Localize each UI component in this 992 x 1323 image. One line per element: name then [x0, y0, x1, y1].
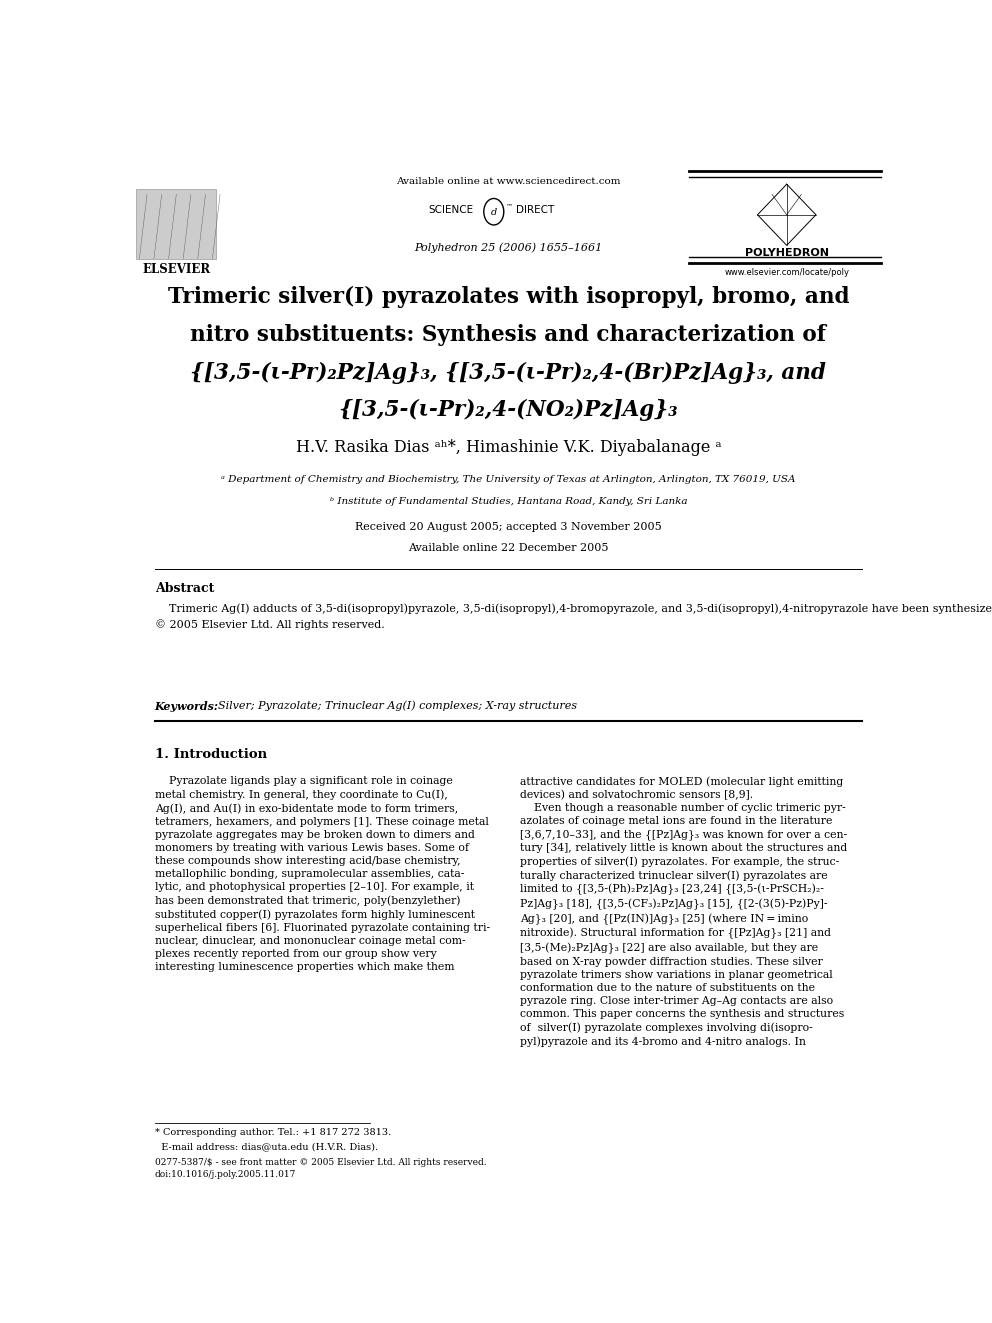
Text: {[3,5-(ι-Pr)₂Pz]Ag}₃, {[3,5-(ι-Pr)₂,4-(Br)Pz]Ag}₃, and: {[3,5-(ι-Pr)₂Pz]Ag}₃, {[3,5-(ι-Pr)₂,4-(B…: [190, 361, 826, 384]
Text: Available online 22 December 2005: Available online 22 December 2005: [408, 542, 609, 553]
Text: E-mail address: dias@uta.edu (H.V.R. Dias).: E-mail address: dias@uta.edu (H.V.R. Dia…: [155, 1142, 378, 1151]
Text: SCIENCE: SCIENCE: [429, 205, 474, 214]
Text: {[3,5-(ι-Pr)₂,4-(NO₂)Pz]Ag}₃: {[3,5-(ι-Pr)₂,4-(NO₂)Pz]Ag}₃: [338, 400, 679, 421]
Text: ™: ™: [506, 202, 513, 209]
Text: Available online at www.sciencedirect.com: Available online at www.sciencedirect.co…: [396, 177, 621, 187]
Bar: [136, 189, 216, 258]
Text: H.V. Rasika Dias ᵃʰ*, Himashinie V.K. Diyabalanage ᵃ: H.V. Rasika Dias ᵃʰ*, Himashinie V.K. Di…: [296, 439, 721, 456]
Text: * Corresponding author. Tel.: +1 817 272 3813.: * Corresponding author. Tel.: +1 817 272…: [155, 1127, 391, 1136]
Text: POLYHEDRON: POLYHEDRON: [745, 249, 828, 258]
Text: Silver; Pyrazolate; Trinuclear Ag(I) complexes; X-ray structures: Silver; Pyrazolate; Trinuclear Ag(I) com…: [211, 701, 577, 712]
Text: www.elsevier.com/locate/poly: www.elsevier.com/locate/poly: [724, 267, 849, 277]
Text: ELSEVIER: ELSEVIER: [142, 263, 210, 275]
Text: ᵃ Department of Chemistry and Biochemistry, The University of Texas at Arlington: ᵃ Department of Chemistry and Biochemist…: [221, 475, 796, 484]
Text: DIRECT: DIRECT: [516, 205, 555, 214]
Text: Trimeric Ag(I) adducts of 3,5-di(isopropyl)pyrazole, 3,5-di(isopropyl),4-bromopy: Trimeric Ag(I) adducts of 3,5-di(isoprop…: [155, 603, 992, 630]
Text: Keywords:: Keywords:: [155, 701, 219, 712]
Text: doi:10.1016/j.poly.2005.11.017: doi:10.1016/j.poly.2005.11.017: [155, 1171, 297, 1179]
Text: nitro substituents: Synthesis and characterization of: nitro substituents: Synthesis and charac…: [190, 324, 826, 345]
Text: Trimeric silver(I) pyrazolates with isopropyl, bromo, and: Trimeric silver(I) pyrazolates with isop…: [168, 286, 849, 308]
Text: Pyrazolate ligands play a significant role in coinage
metal chemistry. In genera: Pyrazolate ligands play a significant ro…: [155, 777, 490, 972]
Text: 0277-5387/$ - see front matter © 2005 Elsevier Ltd. All rights reserved.: 0277-5387/$ - see front matter © 2005 El…: [155, 1158, 486, 1167]
Text: attractive candidates for MOLED (molecular light emitting
devices) and solvatoch: attractive candidates for MOLED (molecul…: [520, 777, 847, 1046]
Text: ᵇ Institute of Fundamental Studies, Hantana Road, Kandy, Sri Lanka: ᵇ Institute of Fundamental Studies, Hant…: [329, 497, 687, 505]
Text: Abstract: Abstract: [155, 582, 214, 594]
Text: Polyhedron 25 (2006) 1655–1661: Polyhedron 25 (2006) 1655–1661: [415, 242, 602, 253]
Text: Received 20 August 2005; accepted 3 November 2005: Received 20 August 2005; accepted 3 Nove…: [355, 523, 662, 532]
Text: d: d: [491, 208, 497, 217]
Text: 1. Introduction: 1. Introduction: [155, 747, 267, 761]
